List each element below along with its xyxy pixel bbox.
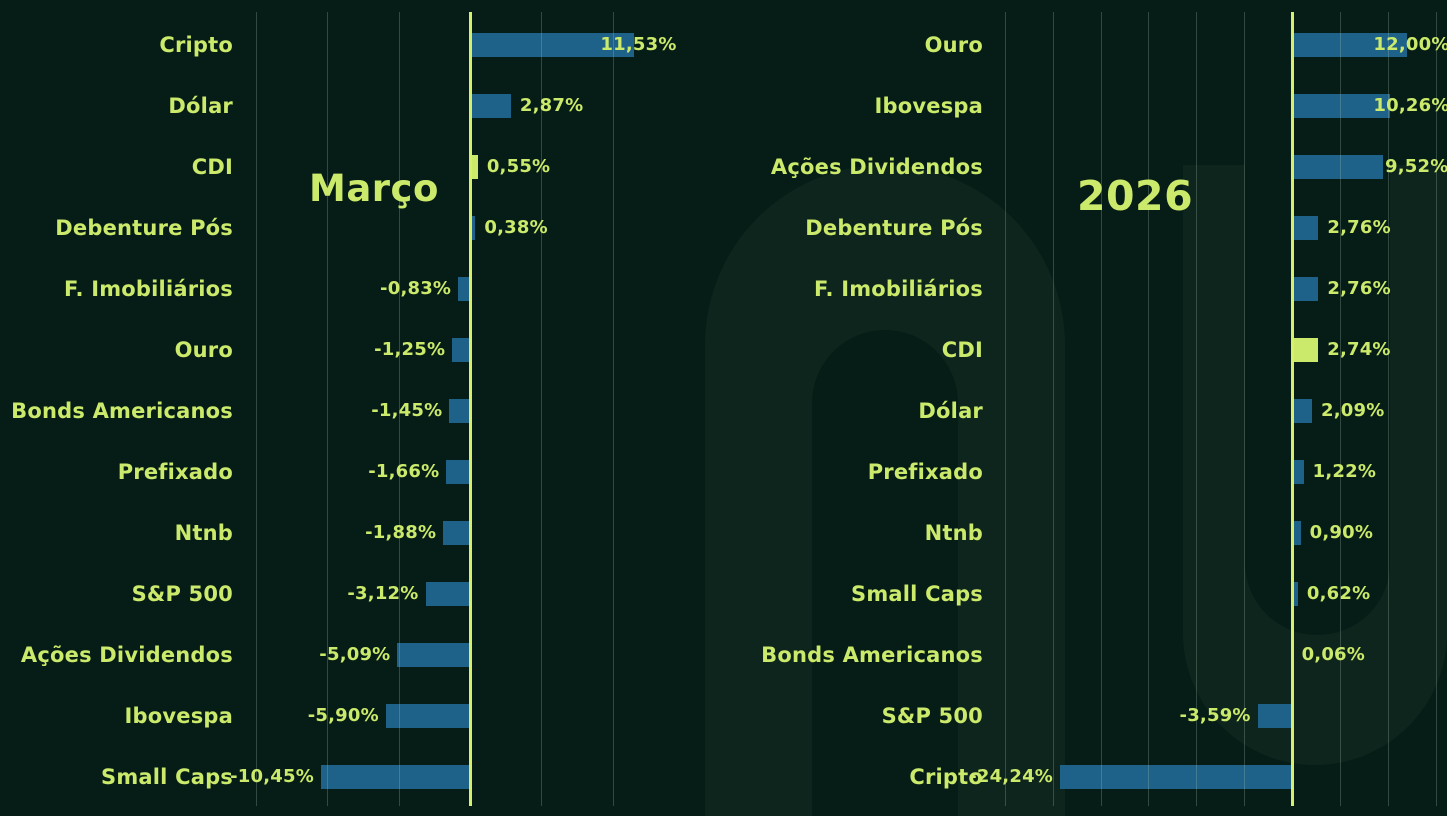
gridline	[1196, 12, 1197, 806]
bar	[425, 582, 470, 606]
value-label: -3,59%	[1179, 705, 1251, 726]
gridline	[399, 12, 400, 806]
bar	[1292, 521, 1301, 545]
gridline	[327, 12, 328, 806]
bar	[1292, 94, 1391, 118]
category-label: Debenture Pós	[55, 216, 233, 240]
category-label: Small Caps	[101, 765, 233, 789]
value-label: 2,09%	[1321, 400, 1385, 421]
category-label: F. Imobiliários	[64, 277, 233, 301]
bar-highlighted	[1292, 338, 1319, 362]
zero-axis-line	[469, 12, 472, 806]
letterform-watermark-icon	[812, 330, 958, 816]
value-label: -3,12%	[347, 583, 419, 604]
gridline	[1340, 12, 1341, 806]
right-chart-title: 2026	[1077, 172, 1194, 220]
category-label: S&P 500	[881, 704, 983, 728]
category-label: CDI	[941, 338, 983, 362]
gridline	[541, 12, 542, 806]
zero-axis-line	[1291, 12, 1294, 806]
value-label: -1,25%	[374, 339, 446, 360]
value-label: 11,53%	[600, 34, 677, 55]
bar	[452, 338, 470, 362]
value-label: -1,45%	[371, 400, 443, 421]
gridline	[1436, 12, 1437, 806]
bar	[385, 704, 470, 728]
bar-highlighted	[470, 155, 478, 179]
category-label: F. Imobiliários	[814, 277, 983, 301]
category-label: Ouro	[174, 338, 233, 362]
bar	[470, 216, 476, 240]
value-label: 2,74%	[1327, 339, 1391, 360]
gridline	[256, 12, 257, 806]
category-label: Bonds Americanos	[761, 643, 983, 667]
category-label: S&P 500	[131, 582, 233, 606]
value-label: 2,87%	[519, 95, 584, 116]
category-label: Ações Dividendos	[20, 643, 233, 667]
value-label: -10,45%	[230, 766, 314, 787]
bar	[1292, 216, 1319, 240]
value-label: 12,00%	[1373, 34, 1447, 55]
value-label: 2,76%	[1327, 217, 1391, 238]
bar	[1292, 582, 1298, 606]
bar	[1292, 155, 1384, 179]
gridline	[1244, 12, 1245, 806]
value-label: 0,90%	[1309, 522, 1374, 543]
bar	[470, 33, 635, 57]
value-label: -1,88%	[365, 522, 437, 543]
value-label: 9,52%	[1385, 156, 1447, 177]
value-label: -0,83%	[380, 278, 452, 299]
bar	[1257, 704, 1292, 728]
category-label: Ntnb	[174, 521, 233, 545]
bar	[446, 460, 470, 484]
category-label: Prefixado	[117, 460, 233, 484]
value-label: 0,38%	[484, 217, 548, 238]
bar	[1292, 33, 1407, 57]
bar	[1292, 399, 1312, 423]
category-label: CDI	[191, 155, 233, 179]
gridline	[1053, 12, 1054, 806]
bar	[458, 277, 470, 301]
gridline	[1101, 12, 1102, 806]
category-label: Ibovespa	[874, 94, 983, 118]
value-label: 0,55%	[486, 156, 551, 177]
category-label: Cripto	[909, 765, 983, 789]
value-label: 0,06%	[1301, 644, 1366, 665]
bar	[449, 399, 470, 423]
bar	[397, 643, 470, 667]
bar	[320, 765, 470, 789]
category-label: Ibovespa	[124, 704, 233, 728]
value-label: 2,76%	[1327, 278, 1391, 299]
category-label: Ouro	[924, 33, 983, 57]
category-label: Dólar	[918, 399, 983, 423]
category-label: Ntnb	[924, 521, 983, 545]
value-label: -1,66%	[368, 461, 440, 482]
bar	[1292, 277, 1319, 301]
value-label: -5,90%	[307, 705, 379, 726]
category-label: Small Caps	[851, 582, 983, 606]
gridline	[613, 12, 614, 806]
category-label: Bonds Americanos	[11, 399, 233, 423]
bar	[1292, 460, 1304, 484]
value-label: 10,26%	[1373, 95, 1447, 116]
category-label: Cripto	[159, 33, 233, 57]
gridline	[1005, 12, 1006, 806]
bar	[470, 94, 511, 118]
category-label: Dólar	[168, 94, 233, 118]
value-label: -24,24%	[969, 766, 1054, 787]
bar	[443, 521, 470, 545]
value-label: 0,62%	[1306, 583, 1371, 604]
value-label: 1,22%	[1312, 461, 1377, 482]
value-label: -5,09%	[319, 644, 391, 665]
left-chart-title: Março	[309, 167, 439, 210]
bar	[1060, 765, 1292, 789]
letterform-watermark-icon	[1245, 165, 1390, 635]
category-label: Prefixado	[867, 460, 983, 484]
category-label: Debenture Pós	[805, 216, 983, 240]
gridline	[1388, 12, 1389, 806]
category-label: Ações Dividendos	[770, 155, 983, 179]
gridline	[1148, 12, 1149, 806]
